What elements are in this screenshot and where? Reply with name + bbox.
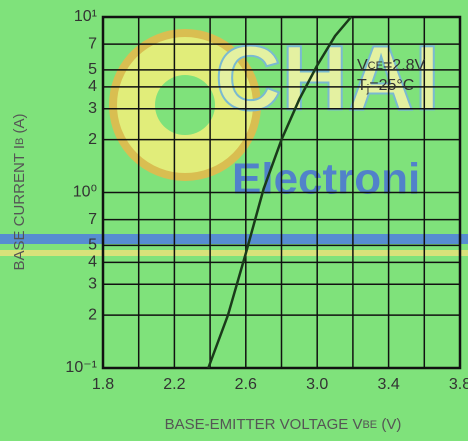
y-tick-label: 2: [88, 306, 97, 323]
watermark-gear-hole: [155, 75, 215, 135]
x-axis-label-part: (V): [377, 416, 401, 433]
annotation-part: CE: [368, 60, 383, 72]
annotation: VCE=2.8V: [357, 57, 426, 74]
watermark-sub: Electroni: [232, 155, 420, 204]
y-tick-label: 10¹: [74, 8, 97, 25]
x-axis-label-part: BE: [362, 419, 377, 431]
watermark-band: [0, 250, 468, 256]
y-tick-label: 10⁻¹: [65, 359, 97, 376]
annotation-part: =2.8V: [383, 57, 426, 74]
x-tick-label: 3.0: [306, 376, 328, 393]
x-tick-label: 3.8: [449, 376, 468, 393]
y-tick-label: 3: [88, 275, 97, 292]
data-line: [207, 16, 353, 369]
y-tick-label: 3: [88, 100, 97, 117]
y-tick-label: 4: [88, 254, 97, 271]
y-axis-label-part: (A): [11, 113, 28, 137]
annotation-part: j: [366, 83, 369, 95]
y-tick-label: 2: [88, 131, 97, 148]
y-tick-label: 7: [88, 211, 97, 228]
y-tick-label: 10⁰: [73, 184, 97, 201]
y-axis-label-part: BASE CURRENT I: [11, 145, 28, 271]
y-tick-label: 5: [88, 61, 97, 78]
x-axis-label-part: BASE-EMITTER VOLTAGE V: [165, 416, 363, 433]
grid: [101, 15, 462, 370]
x-tick-label: 1.8: [92, 376, 114, 393]
y-axis-label: BASE CURRENT IB (A): [11, 113, 28, 270]
x-tick-label: 3.4: [377, 376, 399, 393]
plot-frame: [101, 15, 462, 370]
x-tick-label: 2.6: [235, 376, 257, 393]
y-tick-label: 4: [88, 78, 97, 95]
annotation-part: T: [357, 77, 367, 94]
x-tick-label: 2.2: [163, 376, 185, 393]
watermark-band: [0, 234, 468, 244]
x-axis-label: BASE-EMITTER VOLTAGE VBE (V): [165, 416, 402, 433]
annotation-part: =25°C: [369, 77, 414, 94]
y-axis-label-part: B: [14, 138, 26, 145]
y-tick-label: 7: [88, 35, 97, 52]
y-tick-label: 5: [88, 237, 97, 254]
annotation: Tj=25°C: [357, 77, 414, 95]
annotation-part: V: [357, 57, 368, 74]
